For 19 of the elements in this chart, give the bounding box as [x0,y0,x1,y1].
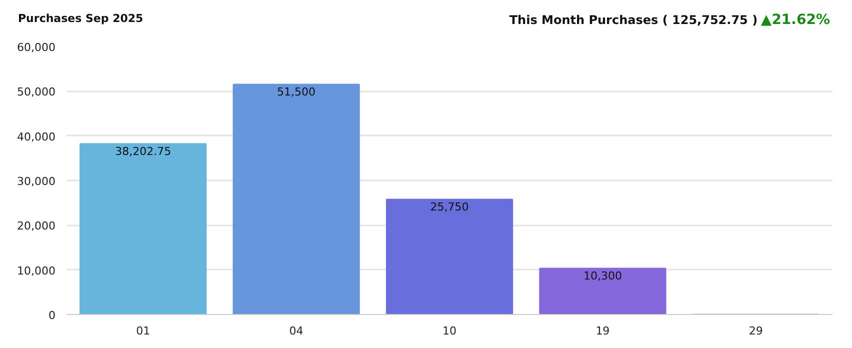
y-tick-label: 10,000 [17,264,56,278]
text: ▲21.62% [760,12,830,28]
x-tick-label: 04 [289,324,304,338]
x-tick-label: 29 [748,324,763,338]
y-tick-label: 60,000 [17,41,56,54]
y-tick-label: 40,000 [17,130,56,144]
y-tick-label: 50,000 [17,86,56,99]
text: This Month Purchases ( 125,752.75 ) [509,13,758,27]
x-tick-label: 10 [442,324,456,338]
y-tick-label: 20,000 [17,220,56,233]
x-tick-label: 19 [596,324,610,338]
y-tick-label: 30,000 [17,175,56,188]
data-label: 51,500 [277,85,316,98]
data-label: 25,750 [430,200,469,214]
x-tick-label: 01 [136,324,150,338]
y-tick-label: 0 [48,309,56,322]
data-label: 10,300 [583,269,622,282]
data-label: 38,202.75 [115,144,172,158]
chart-title: Purchases Sep 2025 [18,12,144,25]
